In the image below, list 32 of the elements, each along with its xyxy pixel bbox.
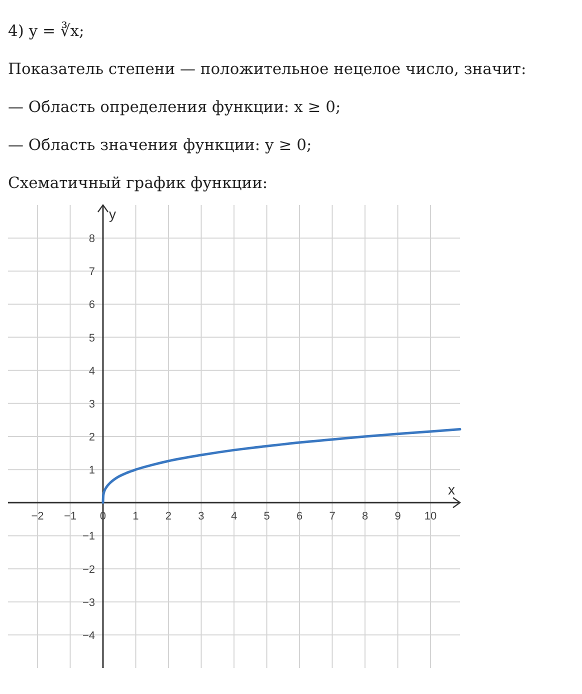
text: — Область значения функции: y ≥ 0; <box>8 136 312 154</box>
y-tick-label: −3 <box>82 596 95 609</box>
x-tick-label: 1 <box>132 510 139 523</box>
x-tick-label: 3 <box>198 510 204 523</box>
x-tick-label: 10 <box>424 510 437 523</box>
y-tick-label: −4 <box>82 630 95 642</box>
y-tick-label: 7 <box>88 266 95 278</box>
x-tick-label: −2 <box>31 510 44 523</box>
text: Схематичный график функции: <box>8 174 268 192</box>
chart-subtitle: Показатель степени — положительное нецелое число, значит: <box>8 60 526 78</box>
x-axis-title: x <box>448 482 455 498</box>
y-tick-label: 4 <box>88 365 95 378</box>
x-tick-label: 2 <box>165 510 172 523</box>
y-tick-label: 8 <box>88 233 95 246</box>
x-tick-label: 5 <box>264 510 270 523</box>
y-tick-label: 2 <box>88 432 95 444</box>
line-series <box>102 428 462 504</box>
y-tick-label: 5 <box>88 332 95 344</box>
text: — Область определения функции: x ≥ 0; <box>8 98 341 116</box>
x-tick-label: 4 <box>230 510 238 523</box>
x-tick-label: −1 <box>64 510 77 523</box>
y-tick-label: 1 <box>88 464 95 477</box>
y-axis-title: y <box>108 206 116 222</box>
y-tick-label: −2 <box>82 564 95 576</box>
y-tick-label: 6 <box>88 299 95 312</box>
y-tick-label: −1 <box>82 530 95 543</box>
chart-title: 4) y = ∛x; <box>8 21 84 40</box>
y-tick-label: 3 <box>88 398 95 410</box>
x-tick-label: 9 <box>394 510 401 523</box>
x-tick-label: 6 <box>296 510 303 523</box>
x-tick-label: 7 <box>329 510 336 523</box>
x-tick-label: 8 <box>362 510 368 523</box>
